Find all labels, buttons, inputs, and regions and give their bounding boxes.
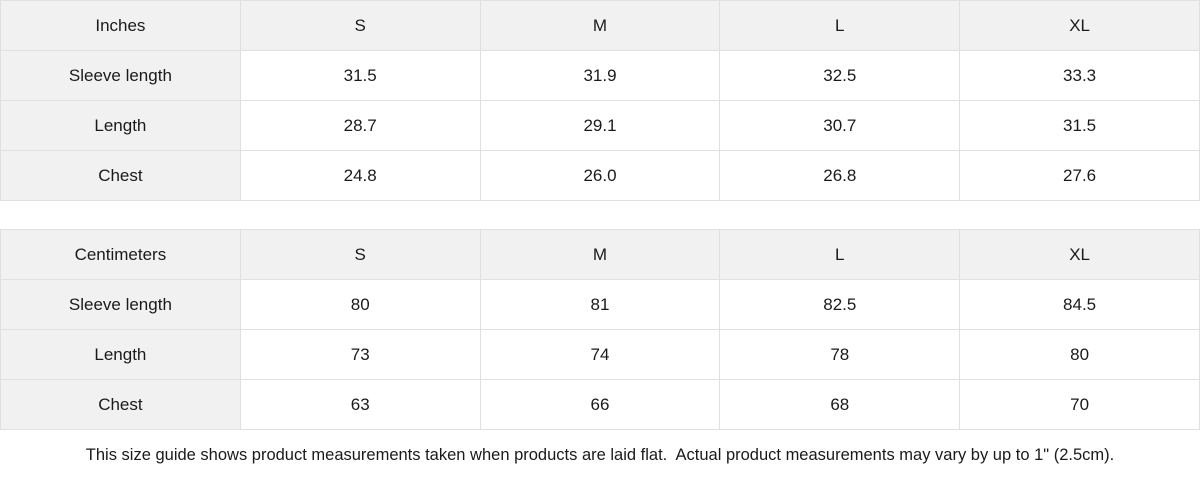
value-cell: 80 bbox=[239, 279, 481, 330]
table-row: Length 73 74 78 80 bbox=[0, 329, 1200, 380]
value-cell: 73 bbox=[239, 329, 481, 380]
column-header-l: L bbox=[719, 0, 961, 51]
value-cell: 74 bbox=[479, 329, 721, 380]
row-label: Length bbox=[0, 329, 241, 380]
table-spacer bbox=[0, 201, 1200, 229]
column-header-xl: XL bbox=[959, 0, 1200, 51]
column-header-xl: XL bbox=[959, 229, 1200, 280]
size-table-centimeters: Centimeters S M L XL Sleeve length 80 81… bbox=[0, 229, 1200, 430]
value-cell: 24.8 bbox=[239, 150, 481, 201]
value-cell: 80 bbox=[959, 329, 1200, 380]
column-header-m: M bbox=[479, 0, 721, 51]
column-header-s: S bbox=[239, 0, 481, 51]
value-cell: 26.8 bbox=[719, 150, 961, 201]
row-label: Sleeve length bbox=[0, 279, 241, 330]
value-cell: 84.5 bbox=[959, 279, 1200, 330]
value-cell: 63 bbox=[239, 379, 481, 430]
table-row: Chest 24.8 26.0 26.8 27.6 bbox=[0, 150, 1200, 201]
value-cell: 32.5 bbox=[719, 50, 961, 101]
row-label: Chest bbox=[0, 379, 241, 430]
table-row: Centimeters S M L XL bbox=[0, 229, 1200, 280]
unit-header: Centimeters bbox=[0, 229, 241, 280]
value-cell: 70 bbox=[959, 379, 1200, 430]
value-cell: 29.1 bbox=[479, 100, 721, 151]
size-table-inches: Inches S M L XL Sleeve length 31.5 31.9 … bbox=[0, 0, 1200, 201]
value-cell: 31.5 bbox=[239, 50, 481, 101]
value-cell: 78 bbox=[719, 329, 961, 380]
column-header-l: L bbox=[719, 229, 961, 280]
value-cell: 66 bbox=[479, 379, 721, 430]
value-cell: 82.5 bbox=[719, 279, 961, 330]
column-header-m: M bbox=[479, 229, 721, 280]
row-label: Chest bbox=[0, 150, 241, 201]
value-cell: 68 bbox=[719, 379, 961, 430]
value-cell: 33.3 bbox=[959, 50, 1200, 101]
value-cell: 31.5 bbox=[959, 100, 1200, 151]
table-row: Inches S M L XL bbox=[0, 0, 1200, 51]
value-cell: 30.7 bbox=[719, 100, 961, 151]
table-row: Length 28.7 29.1 30.7 31.5 bbox=[0, 100, 1200, 151]
value-cell: 27.6 bbox=[959, 150, 1200, 201]
value-cell: 31.9 bbox=[479, 50, 721, 101]
value-cell: 26.0 bbox=[479, 150, 721, 201]
table-row: Sleeve length 31.5 31.9 32.5 33.3 bbox=[0, 50, 1200, 101]
table-row: Chest 63 66 68 70 bbox=[0, 379, 1200, 430]
size-guide-note: This size guide shows product measuremen… bbox=[0, 430, 1200, 480]
row-label: Sleeve length bbox=[0, 50, 241, 101]
value-cell: 28.7 bbox=[239, 100, 481, 151]
table-row: Sleeve length 80 81 82.5 84.5 bbox=[0, 279, 1200, 330]
row-label: Length bbox=[0, 100, 241, 151]
column-header-s: S bbox=[239, 229, 481, 280]
unit-header: Inches bbox=[0, 0, 241, 51]
value-cell: 81 bbox=[479, 279, 721, 330]
